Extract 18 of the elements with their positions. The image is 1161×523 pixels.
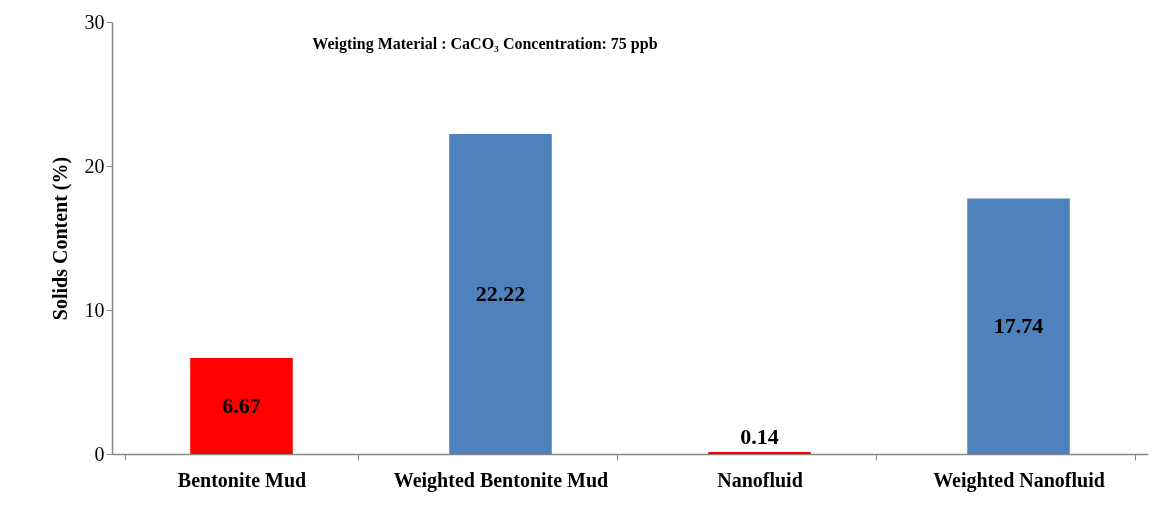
bar xyxy=(449,134,552,454)
y-axis-title: Solids Content (%) xyxy=(48,156,72,321)
y-tick-label: 20 xyxy=(84,154,105,177)
x-tick-label: Weighted Nanofluid xyxy=(933,468,1105,492)
bar xyxy=(190,357,293,454)
annotation: Weigting Material : CaCO₃ Concentration: 75 ppb xyxy=(312,35,658,53)
x-tick-label: Nanofluid xyxy=(717,468,803,491)
data-label: 0.14 xyxy=(740,423,779,449)
bar xyxy=(967,198,1070,454)
x-tick-label: Bentonite Mud xyxy=(177,468,307,491)
bar xyxy=(708,451,811,454)
y-tick-label: 10 xyxy=(84,298,105,321)
y-tick-label: 30 xyxy=(84,10,105,33)
x-tick-label: Weighted Bentonite Mud xyxy=(393,468,609,492)
y-tick-label: 0 xyxy=(94,442,105,465)
data-label: 22.22 xyxy=(475,281,526,307)
data-label: 17.74 xyxy=(993,313,1044,339)
data-label: 6.67 xyxy=(222,392,261,418)
